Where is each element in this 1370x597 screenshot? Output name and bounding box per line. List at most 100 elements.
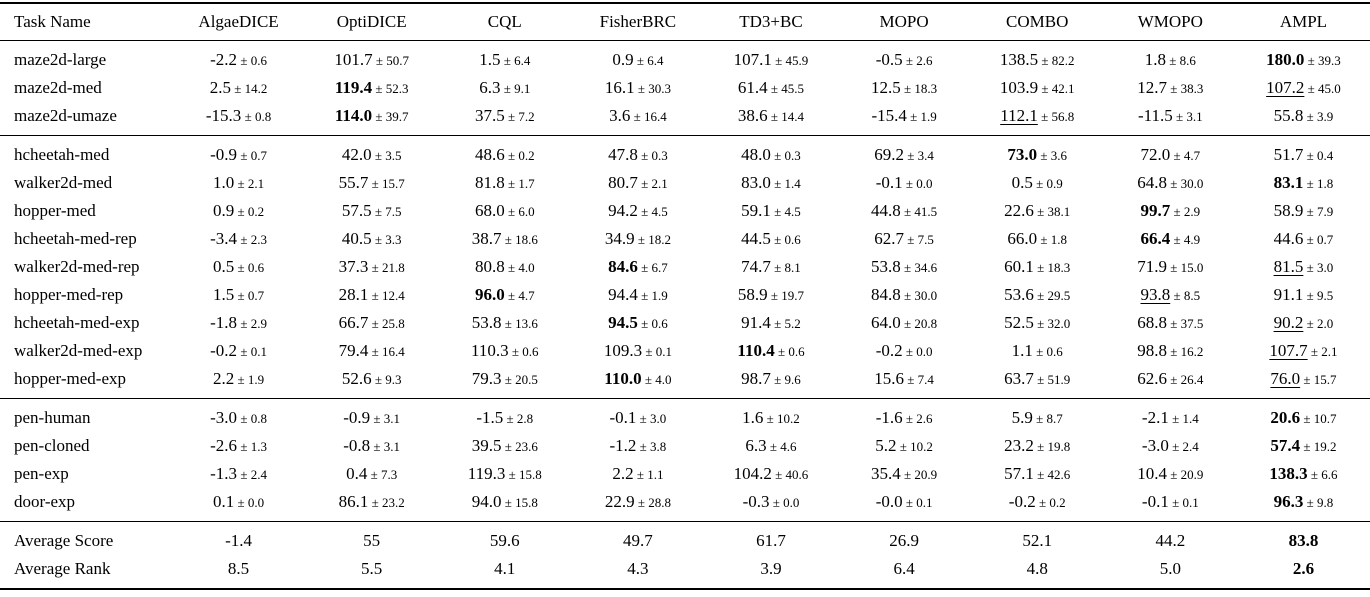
score-mean: 2.5: [209, 78, 231, 97]
score-mean: -1.3: [210, 464, 238, 483]
score-cell: 94.5 ± 0.6: [571, 309, 704, 337]
score-mean: 2.2: [612, 464, 634, 483]
score-error: ± 26.4: [1167, 372, 1204, 387]
score-cell: 138.5 ± 82.2: [971, 41, 1104, 75]
score-cell: -0.9 ± 3.1: [305, 399, 438, 433]
score-cell: -1.5 ± 2.8: [438, 399, 571, 433]
score-error: ± 8.1: [770, 260, 801, 275]
score-mean: 55.7: [338, 173, 369, 192]
score-cell: 64.8 ± 30.0: [1104, 169, 1237, 197]
score-mean: 62.6: [1137, 369, 1167, 388]
score-cell: -15.3 ± 0.8: [172, 102, 305, 136]
score-error: ± 15.0: [1167, 260, 1204, 275]
score-error: ± 82.2: [1038, 53, 1075, 68]
score-error: ± 6.4: [500, 53, 531, 68]
method-column-header: TD3+BC: [739, 12, 803, 31]
score-error: ± 1.9: [637, 288, 668, 303]
score-error: ± 23.2: [368, 495, 405, 510]
score-error: ± 0.6: [234, 260, 265, 275]
score-cell: 52.6 ± 9.3: [305, 365, 438, 399]
score-cell: 83.1 ± 1.8: [1237, 169, 1370, 197]
score-error: ± 0.1: [237, 344, 267, 359]
score-cell: 93.8 ± 8.5: [1104, 281, 1237, 309]
score-cell: 5.0: [1104, 555, 1237, 589]
score-mean: 69.2: [874, 145, 905, 164]
task-name-cell: hopper-med-exp: [14, 369, 127, 388]
score-cell: -0.5 ± 2.6: [838, 41, 971, 75]
score-mean: -1.4: [225, 531, 253, 550]
table-row: pen-cloned -2.6 ± 1.3 -0.8 ± 3.1 39.5 ± 23.…: [0, 432, 1370, 460]
score-cell: 59.1 ± 4.5: [704, 197, 837, 225]
score-error: ± 4.7: [1170, 148, 1201, 163]
task-name-cell: walker2d-med-exp: [14, 341, 143, 360]
score-error: ± 9.8: [1303, 495, 1334, 510]
score-mean: 79.4: [338, 341, 369, 360]
score-error: ± 2.4: [1168, 439, 1199, 454]
score-error: ± 10.2: [763, 411, 800, 426]
score-error: ± 6.6: [1307, 467, 1338, 482]
score-cell: 1.1 ± 0.6: [971, 337, 1104, 365]
score-mean: 90.2: [1273, 313, 1304, 332]
score-error: ± 28.8: [634, 495, 671, 510]
score-mean: 68.8: [1137, 313, 1167, 332]
score-mean: 44.6: [1273, 229, 1304, 248]
score-cell: 1.5 ± 6.4: [438, 41, 571, 75]
score-cell: 119.3 ± 15.8: [438, 460, 571, 488]
score-error: ± 2.6: [902, 53, 933, 68]
score-error: ± 1.3: [237, 439, 267, 454]
score-mean: 62.7: [874, 229, 905, 248]
score-error: ± 0.2: [234, 204, 265, 219]
score-error: ± 40.6: [771, 467, 809, 482]
score-mean: 49.7: [623, 531, 653, 550]
score-mean: 66.0: [1007, 229, 1038, 248]
score-cell: 66.7 ± 25.8: [305, 309, 438, 337]
score-cell: 110.0 ± 4.0: [571, 365, 704, 399]
score-cell: 91.1 ± 9.5: [1237, 281, 1370, 309]
score-mean: 98.8: [1137, 341, 1167, 360]
score-mean: 37.5: [474, 106, 505, 125]
score-mean: 81.5: [1273, 257, 1304, 276]
score-error: ± 30.0: [1167, 176, 1204, 191]
score-error: ± 23.6: [501, 439, 538, 454]
score-mean: -1.6: [875, 408, 903, 427]
score-mean: 109.3: [603, 341, 643, 360]
score-mean: 107.1: [733, 50, 772, 69]
task-name-cell: maze2d-med: [14, 78, 102, 97]
method-column-header: AMPL: [1279, 12, 1328, 31]
score-mean: -0.0: [875, 492, 903, 511]
score-error: ± 1.7: [504, 176, 535, 191]
score-cell: 107.7 ± 2.1: [1237, 337, 1370, 365]
score-cell: 55.7 ± 15.7: [305, 169, 438, 197]
score-mean: 5.9: [1011, 408, 1033, 427]
score-error: ± 45.9: [771, 53, 809, 68]
score-cell: 83.0 ± 1.4: [704, 169, 837, 197]
score-cell: 71.9 ± 15.0: [1104, 253, 1237, 281]
score-cell: 103.9 ± 42.1: [971, 74, 1104, 102]
score-error: ± 15.8: [505, 467, 542, 482]
score-mean: 28.1: [338, 285, 369, 304]
score-error: ± 8.5: [1170, 288, 1201, 303]
score-mean: 55: [363, 531, 381, 550]
score-mean: 44.5: [741, 229, 771, 248]
score-cell: 101.7 ± 50.7: [305, 41, 438, 75]
score-error: ± 3.6: [1037, 148, 1068, 163]
score-mean: 94.0: [471, 492, 502, 511]
score-error: ± 34.6: [900, 260, 938, 275]
score-cell: 68.8 ± 37.5: [1104, 309, 1237, 337]
score-error: ± 2.4: [237, 467, 267, 482]
score-mean: 71.9: [1137, 257, 1167, 276]
score-mean: 47.8: [608, 145, 638, 164]
score-error: ± 9.5: [1303, 288, 1334, 303]
score-mean: 138.3: [1269, 464, 1308, 483]
score-error: ± 0.6: [1032, 344, 1063, 359]
score-error: ± 3.0: [1303, 260, 1334, 275]
score-mean: 119.3: [467, 464, 506, 483]
score-cell: 2.2 ± 1.1: [571, 460, 704, 488]
score-cell: 40.5 ± 3.3: [305, 225, 438, 253]
score-cell: 1.0 ± 2.1: [172, 169, 305, 197]
score-error: ± 2.9: [237, 316, 267, 331]
score-mean: -2.1: [1141, 408, 1169, 427]
score-mean: 80.7: [608, 173, 638, 192]
score-cell: 112.1 ± 56.8: [971, 102, 1104, 136]
score-cell: 28.1 ± 12.4: [305, 281, 438, 309]
